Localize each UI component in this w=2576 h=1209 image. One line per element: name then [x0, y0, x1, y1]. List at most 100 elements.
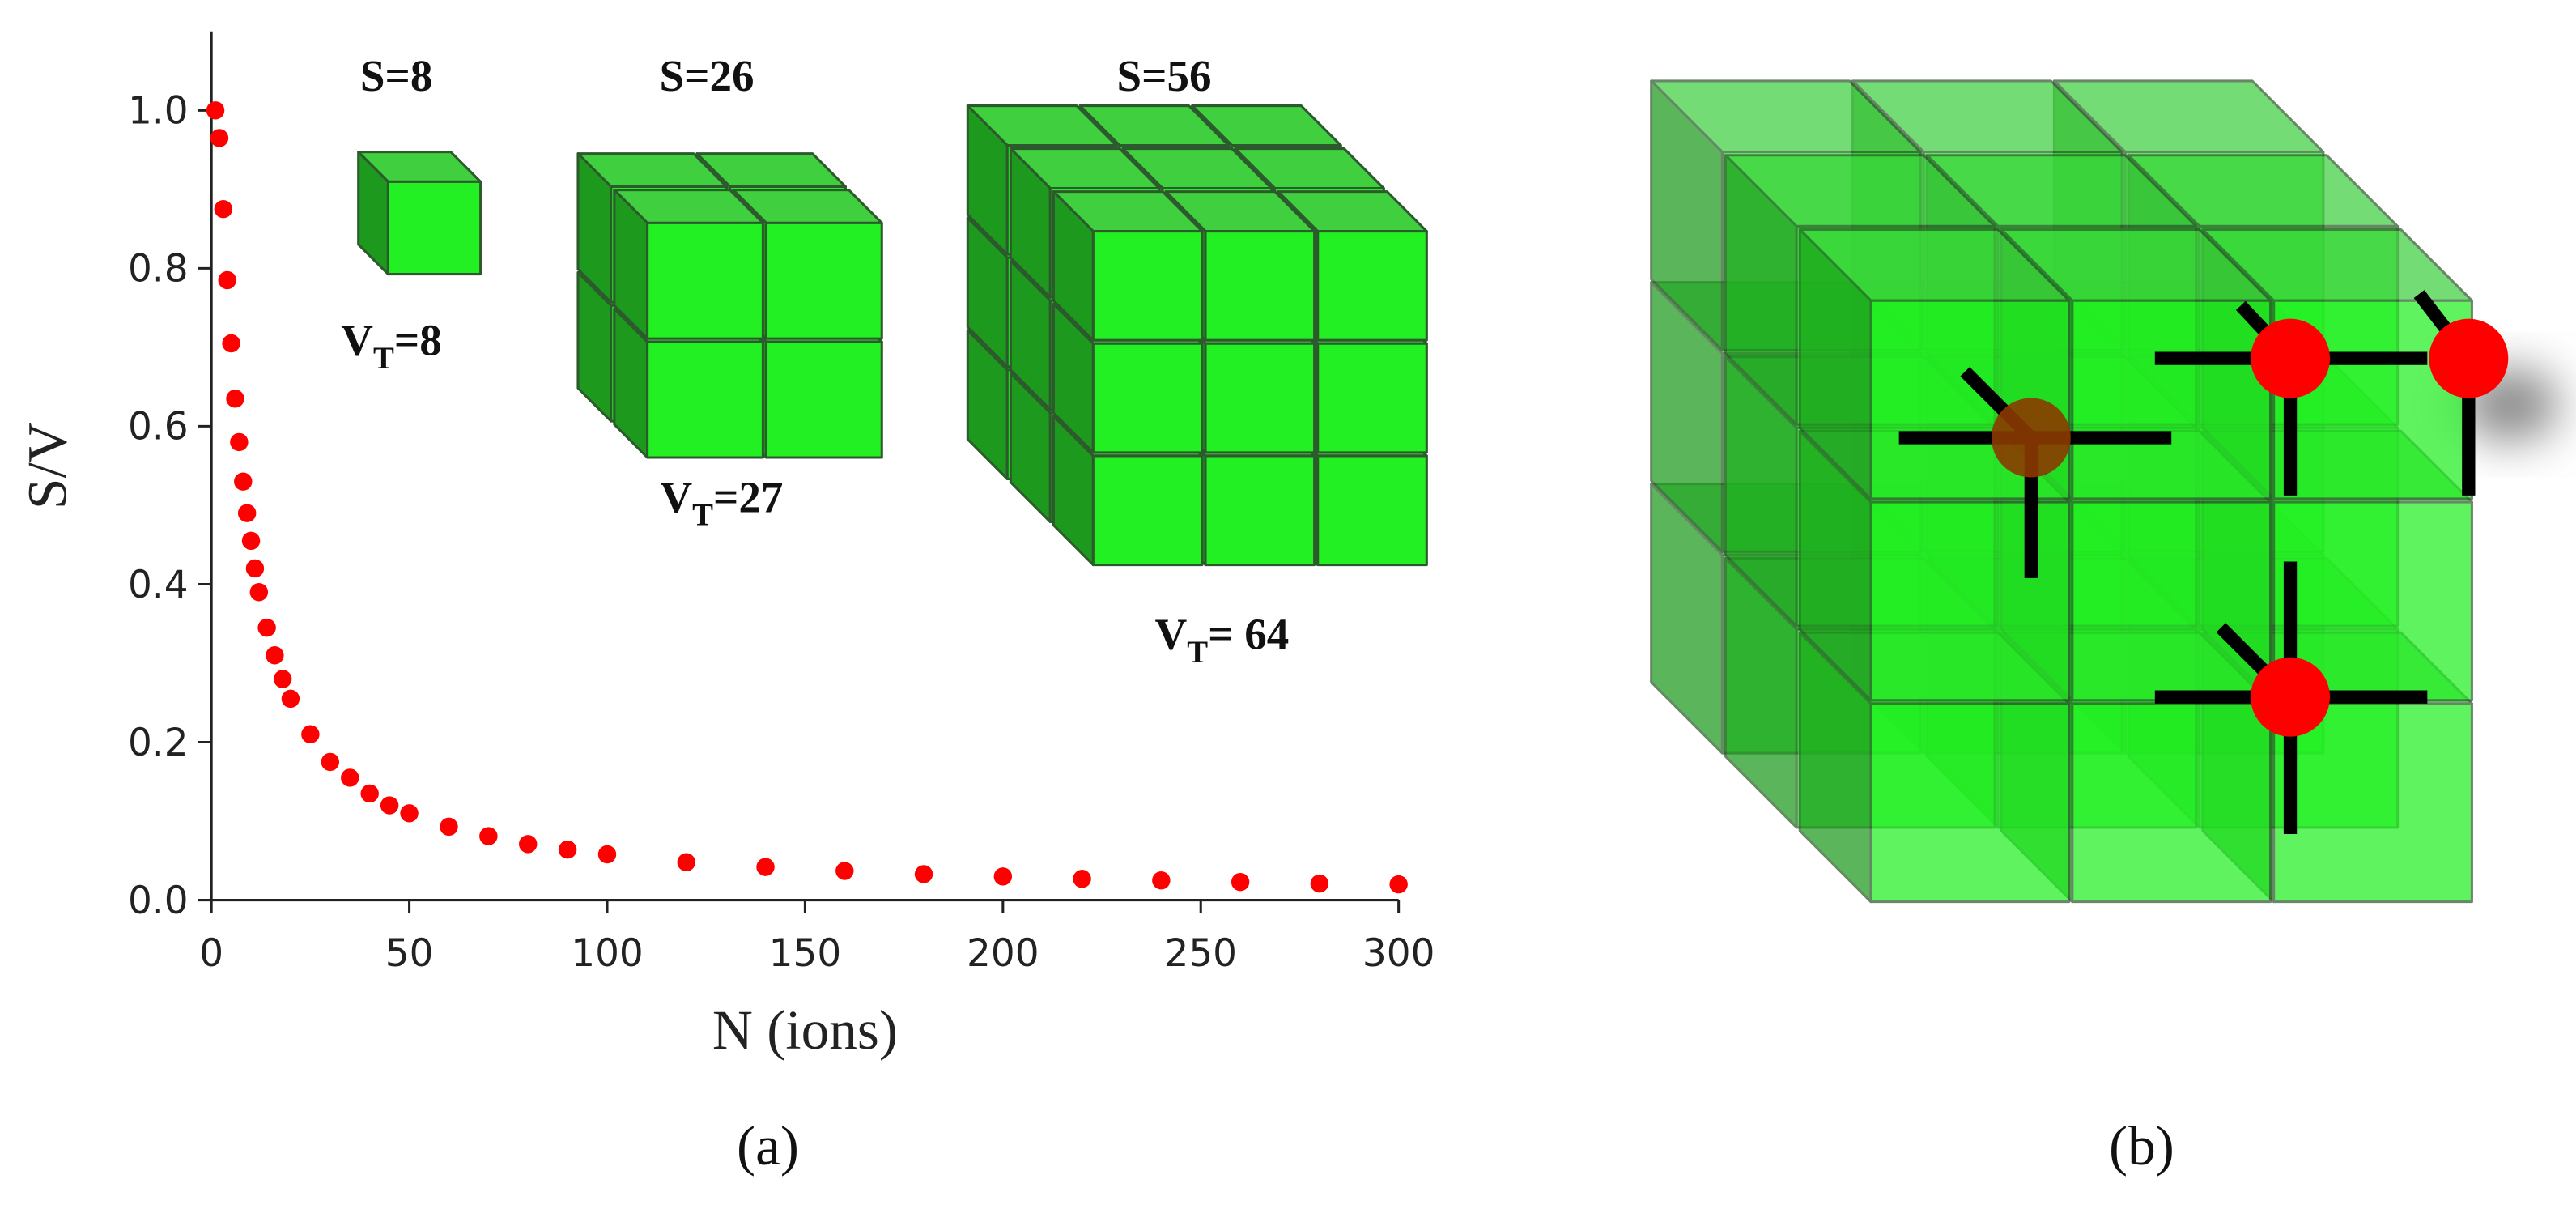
- atom: [2251, 318, 2330, 398]
- cube-front: [1869, 702, 2071, 904]
- point: [1310, 874, 1329, 893]
- panel-label: (a): [737, 1114, 799, 1177]
- cube-front: [1316, 454, 1428, 567]
- annotation: S=56: [1117, 51, 1212, 100]
- point: [1073, 870, 1091, 888]
- point: [360, 784, 379, 803]
- point: [214, 199, 233, 219]
- cube-front: [1091, 454, 1204, 567]
- x-tick-label: 0: [199, 931, 223, 976]
- annotation-main: V: [341, 316, 373, 365]
- cube-front: [646, 221, 764, 340]
- x-tick-label: 150: [769, 931, 842, 976]
- x-tick-label: 300: [1362, 931, 1435, 976]
- point: [1389, 875, 1408, 894]
- point: [245, 559, 265, 578]
- point: [281, 689, 300, 709]
- cube-front: [2071, 500, 2272, 702]
- annotation-rest: = 64: [1208, 610, 1289, 659]
- atom: [2429, 318, 2509, 398]
- cube-front: [1204, 342, 1316, 454]
- point: [206, 101, 225, 120]
- cube: [1798, 228, 2071, 500]
- atom-inner: [1991, 398, 2071, 478]
- annotation: S=26: [660, 51, 755, 100]
- point: [301, 725, 320, 743]
- cube-front: [386, 180, 482, 276]
- annotation: VT= 64: [1155, 610, 1290, 670]
- y-tick-label: 1.0: [128, 89, 189, 134]
- cube: [1052, 190, 1204, 342]
- point: [341, 768, 359, 787]
- annotation-sub: T: [692, 498, 713, 533]
- y-tick-label: 0.0: [128, 879, 189, 923]
- cube-front: [2071, 299, 2272, 500]
- point: [237, 504, 257, 522]
- point: [266, 646, 284, 665]
- cube-front: [764, 340, 883, 459]
- y-tick-label: 0.8: [128, 247, 189, 292]
- point: [222, 334, 240, 353]
- x-tick-label: 50: [385, 931, 434, 976]
- cube-illustrations: [357, 79, 2560, 904]
- scatter-chart: 0 50 100 150 200 250 300 0.0 0.2 0.4 0.6 0.8 1.0 N (i…: [16, 31, 1435, 1061]
- x-axis-label: N (ions): [712, 998, 898, 1061]
- point: [400, 804, 419, 823]
- point: [230, 432, 249, 452]
- point: [1152, 871, 1171, 890]
- annotation-sub: T: [373, 341, 394, 376]
- point: [321, 752, 340, 772]
- point: [380, 796, 399, 815]
- atom: [2251, 657, 2330, 737]
- point: [597, 845, 617, 864]
- cube: [613, 189, 764, 340]
- point: [249, 583, 269, 602]
- cube-front: [2272, 702, 2473, 904]
- annotation-rest: =27: [713, 472, 783, 521]
- cube: [357, 151, 482, 276]
- annotation: S=8: [360, 51, 433, 100]
- point: [440, 817, 458, 837]
- point: [1231, 872, 1250, 892]
- cube-front: [1316, 230, 1428, 342]
- point: [273, 670, 292, 688]
- y-tick-label: 0.6: [128, 405, 189, 449]
- cube-front: [2071, 702, 2272, 904]
- x-tick-label: 250: [1164, 931, 1237, 976]
- y-tick-label: 0.2: [128, 721, 189, 765]
- point: [558, 840, 577, 859]
- cube-front: [1204, 230, 1316, 342]
- y-tick-label: 0.4: [128, 563, 189, 607]
- point: [677, 853, 695, 871]
- cube-front: [764, 221, 883, 340]
- cube-front: [1091, 230, 1204, 342]
- point: [234, 472, 253, 491]
- point: [241, 531, 261, 551]
- point: [257, 618, 276, 637]
- point: [519, 835, 538, 854]
- point: [835, 862, 854, 880]
- cube-front: [1869, 500, 2071, 702]
- point: [756, 858, 775, 876]
- y-axis-label: S/V: [16, 422, 79, 509]
- point: [914, 865, 933, 883]
- x-tick-label: 200: [967, 931, 1039, 976]
- cube-front: [1316, 342, 1428, 454]
- panel-label: (b): [2109, 1114, 2174, 1177]
- point: [226, 390, 244, 408]
- cube-front: [646, 340, 764, 459]
- annotation-sub: T: [1187, 635, 1208, 670]
- annotation-main: V: [660, 472, 692, 521]
- x-tick-label: 100: [571, 931, 644, 976]
- annotation-main: V: [1155, 610, 1188, 659]
- point: [479, 827, 498, 845]
- point: [218, 270, 236, 290]
- point: [993, 867, 1013, 886]
- annotation: VT=27: [660, 472, 783, 532]
- point: [210, 129, 229, 147]
- annotation: VT=8: [341, 316, 442, 376]
- cube-front: [1091, 342, 1204, 454]
- cube-front: [1204, 454, 1316, 567]
- annotation-rest: =8: [394, 316, 442, 365]
